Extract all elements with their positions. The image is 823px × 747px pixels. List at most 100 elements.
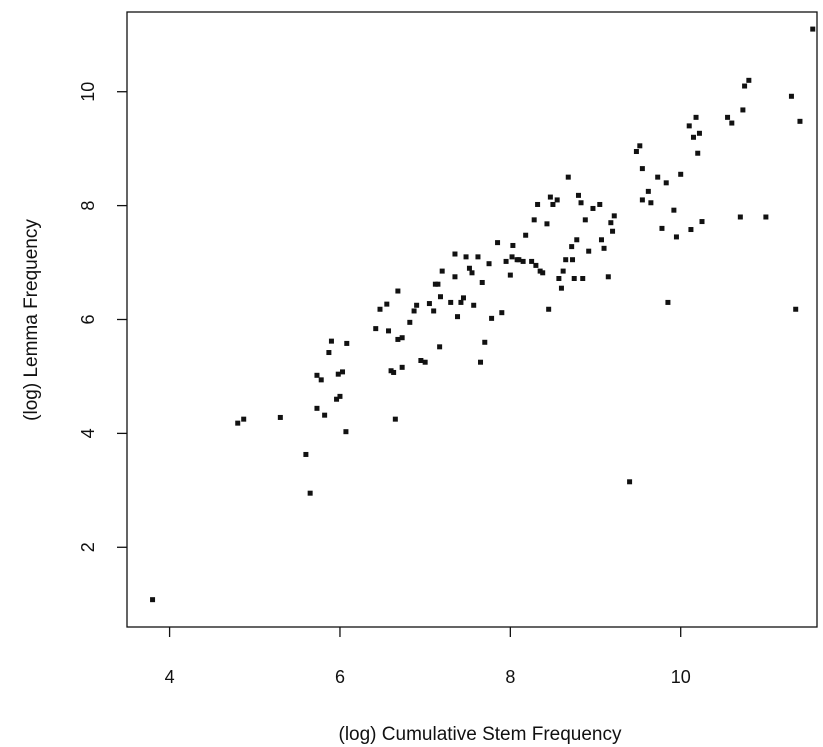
data-point <box>580 276 586 281</box>
data-point <box>469 270 475 276</box>
data-point <box>475 254 481 260</box>
data-point <box>665 299 671 305</box>
y-tick-label: 10 <box>78 82 98 102</box>
data-point <box>303 451 309 457</box>
data-point <box>437 294 443 300</box>
data-point <box>633 149 639 155</box>
data-point <box>241 416 247 422</box>
data-point <box>373 326 379 332</box>
data-point <box>466 265 472 271</box>
x-tick-label: 8 <box>505 667 515 687</box>
data-point <box>479 279 485 285</box>
data-point <box>671 207 677 213</box>
data-point <box>673 234 679 240</box>
data-point <box>439 268 445 274</box>
data-point <box>307 490 313 496</box>
data-point <box>314 372 320 378</box>
data-point <box>608 220 614 226</box>
data-point <box>344 340 350 346</box>
data-point <box>659 225 665 231</box>
data-point <box>793 306 799 312</box>
data-point <box>570 257 576 263</box>
data-point <box>391 369 397 375</box>
data-point <box>678 171 684 177</box>
data-point <box>529 258 535 264</box>
data-point <box>575 192 581 198</box>
y-tick-label: 6 <box>78 314 98 324</box>
data-point <box>499 310 505 316</box>
data-point <box>746 77 752 83</box>
data-point <box>695 150 701 156</box>
data-point <box>314 405 320 411</box>
data-point <box>597 201 603 207</box>
y-axis-title: (log) Lemma Frequency <box>21 219 42 421</box>
data-point <box>550 201 556 207</box>
x-tick-label: 10 <box>671 667 691 687</box>
data-point <box>334 396 340 402</box>
data-point <box>150 597 156 603</box>
data-point <box>392 416 398 422</box>
data-point <box>335 371 341 377</box>
data-point <box>693 114 699 120</box>
data-point <box>645 188 651 194</box>
data-point <box>458 299 464 305</box>
data-point <box>742 83 748 89</box>
data-point <box>426 301 432 307</box>
data-point <box>460 295 466 301</box>
data-point <box>503 258 509 264</box>
data-point <box>535 201 541 207</box>
data-point <box>540 270 546 276</box>
data-point <box>639 197 645 203</box>
data-point <box>431 308 437 314</box>
data-point <box>482 339 488 345</box>
data-point <box>639 166 645 172</box>
data-point <box>418 358 424 363</box>
data-point <box>696 130 702 136</box>
data-point <box>565 174 571 180</box>
data-point <box>556 276 562 281</box>
data-point <box>489 315 495 321</box>
data-point <box>435 281 441 287</box>
data-point <box>386 328 392 334</box>
data-point <box>788 93 794 99</box>
data-point <box>337 393 343 399</box>
y-tick-label: 2 <box>78 542 98 552</box>
data-point <box>699 219 705 225</box>
data-point <box>235 420 241 426</box>
data-point <box>627 479 633 485</box>
data-point <box>384 301 390 307</box>
data-point <box>537 268 543 274</box>
data-point <box>690 134 696 140</box>
data-point <box>737 214 743 220</box>
data-point <box>452 251 458 257</box>
data-point <box>560 268 566 274</box>
data-point <box>544 221 550 227</box>
data-point <box>343 429 349 435</box>
data-point <box>648 200 654 206</box>
data-point <box>471 302 477 308</box>
data-point <box>486 261 492 267</box>
data-point <box>637 143 643 149</box>
data-point <box>452 274 458 280</box>
data-point <box>590 205 596 211</box>
data-point <box>578 200 584 206</box>
data-point <box>326 350 332 356</box>
data-point <box>686 123 692 129</box>
data-point <box>463 254 469 260</box>
data-point <box>598 237 604 243</box>
data-point <box>455 314 461 320</box>
data-point <box>531 217 537 223</box>
data-point <box>547 194 553 200</box>
data-point <box>586 248 592 254</box>
data-point <box>729 120 735 126</box>
y-tick-label: 8 <box>78 201 98 211</box>
data-point <box>655 174 661 180</box>
x-axis: 4 6 8 10 <box>165 627 691 687</box>
data-point <box>478 359 484 365</box>
data-point <box>569 244 575 250</box>
data-point <box>688 227 694 233</box>
data-point <box>516 257 522 263</box>
data-point <box>601 245 607 251</box>
data-point <box>388 368 394 374</box>
data-point <box>533 262 539 268</box>
